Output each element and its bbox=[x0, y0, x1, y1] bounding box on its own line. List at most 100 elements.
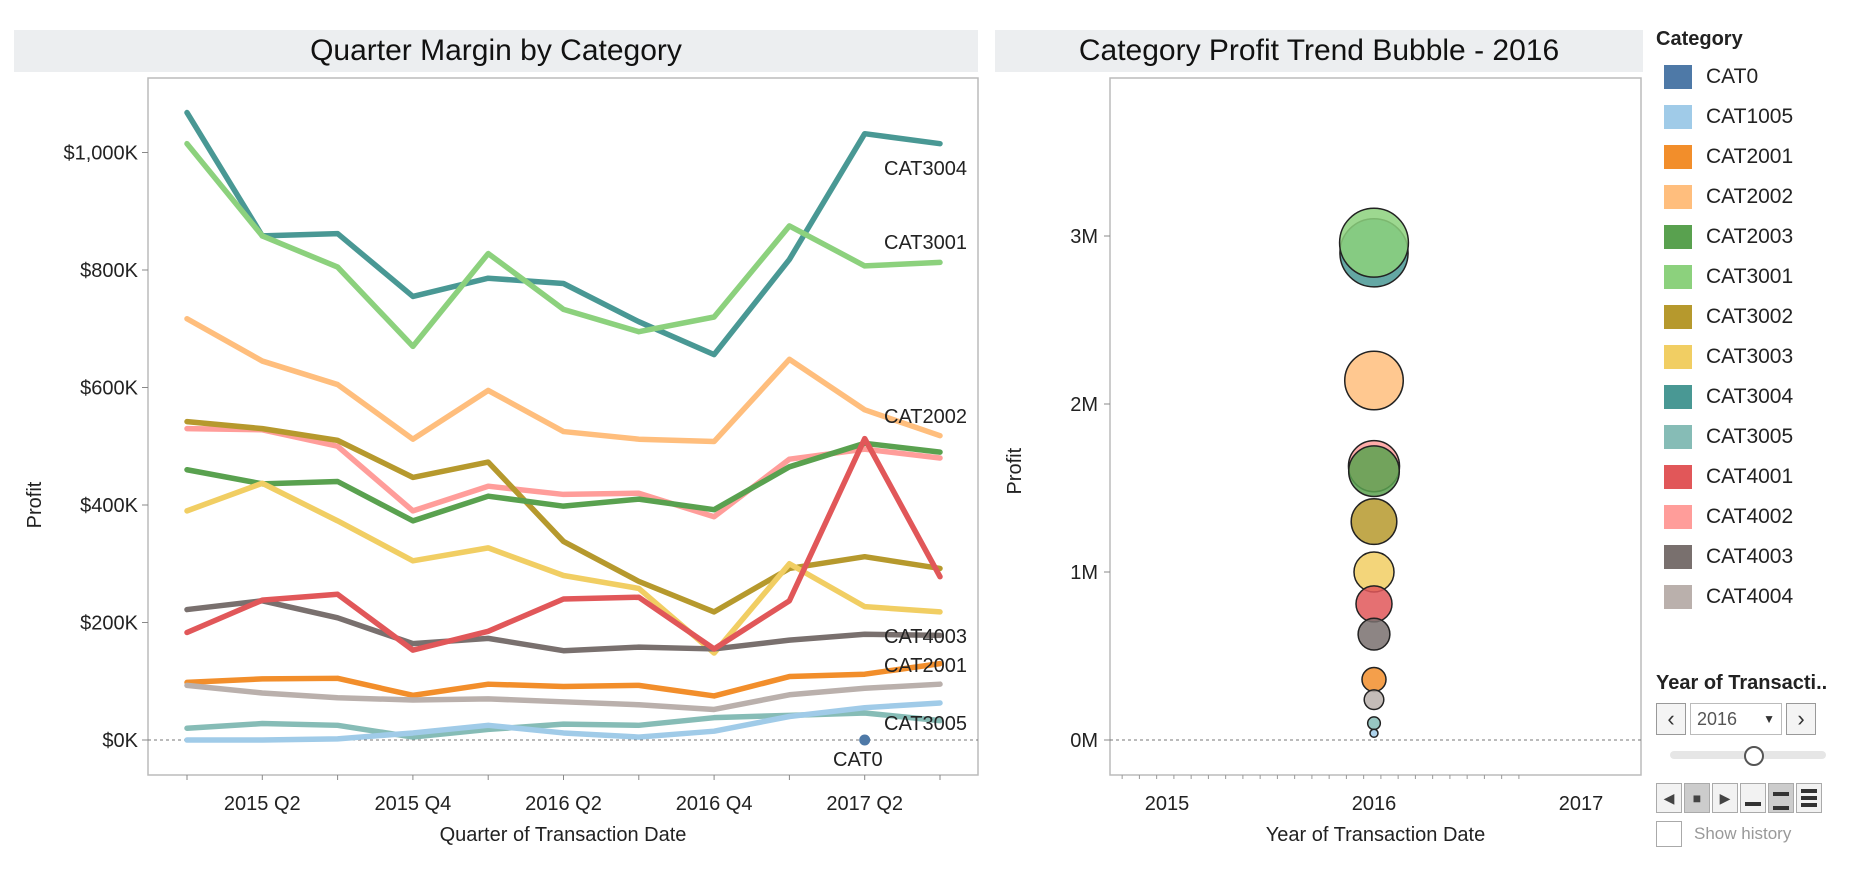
y-tick-label: $600K bbox=[80, 378, 138, 400]
legend-swatch bbox=[1664, 545, 1692, 569]
x-tick-label: 2015 Q2 bbox=[224, 793, 301, 815]
next-year-button[interactable]: › bbox=[1786, 703, 1816, 735]
step-back-button[interactable]: ◀ bbox=[1656, 783, 1682, 813]
legend-swatch bbox=[1664, 465, 1692, 489]
left-chart-title: Quarter Margin by Category bbox=[14, 30, 978, 72]
legend-label: CAT2001 bbox=[1706, 145, 1794, 168]
legend-item-cat4003[interactable]: CAT4003 bbox=[1656, 537, 1856, 577]
x-tick-label: 2016 Q4 bbox=[676, 793, 753, 815]
legend-swatch bbox=[1664, 385, 1692, 409]
series-line-cat2003 bbox=[184, 440, 943, 524]
legend-label: CAT0 bbox=[1706, 65, 1759, 88]
legend-label: CAT3003 bbox=[1706, 345, 1794, 368]
bubble-y-tick-label: 3M bbox=[1070, 226, 1098, 248]
bubble-cat4004 bbox=[1363, 689, 1385, 711]
stop-button[interactable]: ■ bbox=[1684, 783, 1710, 813]
bubble-y-tick-label: 0M bbox=[1070, 730, 1098, 752]
bubble-y-tick-label: 1M bbox=[1070, 562, 1098, 584]
speed-medium-icon bbox=[1773, 792, 1789, 810]
legend-label: CAT3005 bbox=[1706, 425, 1794, 448]
show-history-toggle[interactable]: Show history bbox=[1656, 821, 1856, 847]
legend-swatch bbox=[1664, 265, 1692, 289]
legend-item-cat3005[interactable]: CAT3005 bbox=[1656, 417, 1856, 457]
year-filter-panel: Year of Transacti.. ‹ 2016 ▼ › ◀ ■ ▶ Sho… bbox=[1656, 672, 1856, 847]
bubble-x-tick-label: 2017 bbox=[1559, 793, 1604, 815]
legend-label: CAT4003 bbox=[1706, 545, 1794, 568]
bubble-y-tick-label: 2M bbox=[1070, 394, 1098, 416]
legend-item-cat4002[interactable]: CAT4002 bbox=[1656, 497, 1856, 537]
charts-canvas: $0K $200K $400K $600K $800K $1,000K 2015 Q2 201… bbox=[24, 77, 1642, 846]
legend-swatch bbox=[1664, 585, 1692, 609]
legend-label: CAT4001 bbox=[1706, 465, 1794, 488]
legend-label: CAT1005 bbox=[1706, 105, 1794, 128]
show-history-label: Show history bbox=[1694, 824, 1792, 843]
legend-swatch bbox=[1664, 345, 1692, 369]
legend-item-cat3003[interactable]: CAT3003 bbox=[1656, 337, 1856, 377]
speed-slow-icon bbox=[1745, 802, 1761, 806]
play-icon: ▶ bbox=[1719, 789, 1731, 806]
series-line-cat3004 bbox=[184, 109, 943, 358]
legend-item-cat4004[interactable]: CAT4004 bbox=[1656, 577, 1856, 617]
series-line-cat3001 bbox=[184, 140, 943, 350]
legend-label: CAT2003 bbox=[1706, 225, 1794, 248]
play-button[interactable]: ▶ bbox=[1712, 783, 1738, 813]
bubble-cat3005 bbox=[1366, 716, 1382, 731]
y-tick-label: $800K bbox=[80, 260, 138, 282]
legend-item-cat3004[interactable]: CAT3004 bbox=[1656, 377, 1856, 417]
legend-item-cat3002[interactable]: CAT3002 bbox=[1656, 297, 1856, 337]
legend-label: CAT4002 bbox=[1706, 505, 1794, 528]
legend-label: CAT3001 bbox=[1706, 265, 1794, 288]
stop-icon: ■ bbox=[1692, 790, 1702, 806]
bubble-cat2002 bbox=[1343, 350, 1405, 411]
legend-item-cat4001[interactable]: CAT4001 bbox=[1656, 457, 1856, 497]
right-chart-title: Category Profit Trend Bubble - 2016 bbox=[995, 30, 1643, 72]
speed-fast-button[interactable] bbox=[1796, 783, 1822, 813]
left-plot-frame bbox=[147, 77, 979, 776]
line-end-label-cat2001: CAT2001 bbox=[884, 655, 967, 677]
legend-title: Category bbox=[1656, 28, 1743, 50]
y-tick-label: $0K bbox=[102, 730, 138, 752]
bubble-cat4001 bbox=[1355, 585, 1393, 623]
legend-swatch bbox=[1664, 145, 1692, 169]
bubble-cat3002 bbox=[1350, 498, 1398, 546]
line-end-label-cat3001: CAT3001 bbox=[884, 232, 967, 254]
bubble-cat1005 bbox=[1369, 728, 1379, 739]
line-end-label-cat0: CAT0 bbox=[833, 749, 883, 771]
series-line-cat3002 bbox=[184, 418, 943, 615]
year-select-value: 2016 bbox=[1697, 708, 1738, 729]
legend-item-cat2002[interactable]: CAT2002 bbox=[1656, 177, 1856, 217]
step-back-icon: ◀ bbox=[1663, 789, 1675, 806]
x-axis-title: Quarter of Transaction Date bbox=[440, 824, 687, 846]
legend-swatch bbox=[1664, 185, 1692, 209]
y-tick-label: $400K bbox=[80, 495, 138, 517]
legend-label: CAT4004 bbox=[1706, 585, 1794, 608]
y-tick-label: $1,000K bbox=[63, 143, 138, 165]
legend-label: CAT2002 bbox=[1706, 185, 1794, 208]
speed-fast-icon bbox=[1801, 796, 1817, 800]
legend-swatch bbox=[1664, 425, 1692, 449]
year-slider[interactable] bbox=[1656, 741, 1826, 771]
legend-item-cat2003[interactable]: CAT2003 bbox=[1656, 217, 1856, 257]
year-select[interactable]: 2016 ▼ bbox=[1690, 703, 1782, 735]
legend-item-cat1005[interactable]: CAT1005 bbox=[1656, 97, 1856, 137]
bubble-x-axis-title: Year of Transaction Date bbox=[1266, 824, 1485, 846]
right-plot-frame bbox=[1109, 77, 1642, 776]
chevron-left-icon: ‹ bbox=[1667, 706, 1675, 731]
legend-swatch bbox=[1664, 65, 1692, 89]
legend-item-cat2001[interactable]: CAT2001 bbox=[1656, 137, 1856, 177]
previous-year-button[interactable]: ‹ bbox=[1656, 703, 1686, 735]
line-end-label-cat3004: CAT3004 bbox=[884, 158, 967, 180]
bubble-x-tick-label: 2016 bbox=[1352, 793, 1397, 815]
legend-item-cat3001[interactable]: CAT3001 bbox=[1656, 257, 1856, 297]
show-history-checkbox[interactable] bbox=[1656, 821, 1682, 847]
chevron-down-icon: ▼ bbox=[1763, 712, 1775, 726]
slider-thumb[interactable] bbox=[1744, 746, 1764, 766]
legend-item-cat0[interactable]: CAT0 bbox=[1656, 57, 1856, 97]
speed-slow-button[interactable] bbox=[1740, 783, 1766, 813]
series-line-cat4003 bbox=[184, 598, 943, 654]
year-filter-title: Year of Transacti.. bbox=[1656, 672, 1828, 694]
legend-swatch bbox=[1664, 105, 1692, 129]
speed-medium-button[interactable] bbox=[1768, 783, 1794, 813]
legend-label: CAT3004 bbox=[1706, 385, 1794, 408]
legend-swatch bbox=[1664, 505, 1692, 529]
